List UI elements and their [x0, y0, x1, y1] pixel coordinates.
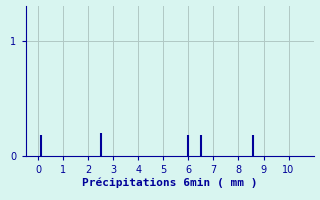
- X-axis label: Précipitations 6min ( mm ): Précipitations 6min ( mm ): [82, 178, 257, 188]
